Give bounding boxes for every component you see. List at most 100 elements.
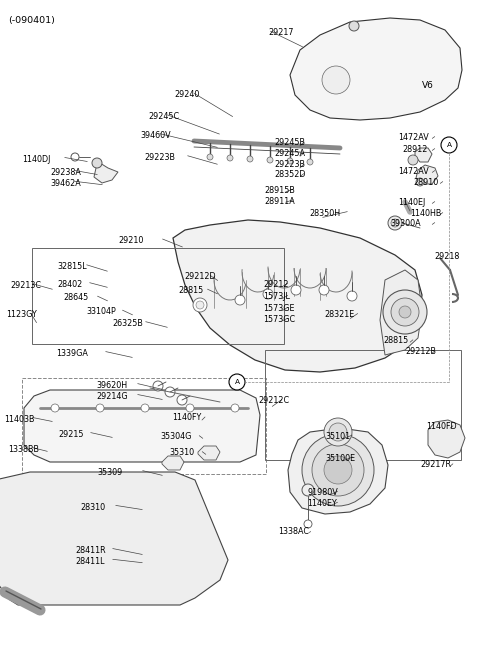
Circle shape: [263, 289, 273, 299]
Text: 28310: 28310: [80, 503, 105, 512]
Circle shape: [347, 291, 357, 301]
Text: 29212D: 29212D: [184, 272, 216, 281]
Circle shape: [319, 285, 329, 295]
Circle shape: [441, 137, 457, 153]
Ellipse shape: [369, 53, 387, 67]
Text: 33104P: 33104P: [86, 307, 116, 316]
Text: 29215: 29215: [58, 430, 84, 439]
Ellipse shape: [108, 405, 142, 445]
Circle shape: [196, 301, 204, 309]
Text: 1472AV: 1472AV: [398, 167, 429, 176]
Circle shape: [247, 156, 253, 162]
Text: 32815L: 32815L: [57, 262, 86, 271]
Polygon shape: [288, 428, 388, 514]
Ellipse shape: [153, 405, 187, 445]
Text: 35100E: 35100E: [325, 454, 355, 463]
FancyBboxPatch shape: [58, 400, 102, 452]
Ellipse shape: [411, 51, 429, 65]
Circle shape: [391, 298, 419, 326]
Text: 1140EY: 1140EY: [307, 499, 337, 508]
Ellipse shape: [53, 522, 83, 558]
Circle shape: [304, 520, 312, 528]
Text: 29214G: 29214G: [96, 392, 128, 401]
Circle shape: [324, 456, 352, 484]
Ellipse shape: [127, 505, 169, 555]
Circle shape: [302, 434, 374, 506]
Circle shape: [235, 295, 245, 305]
Circle shape: [391, 219, 399, 227]
Text: 28815: 28815: [178, 286, 203, 295]
Text: 28411L: 28411L: [75, 557, 105, 566]
Text: 1140HB: 1140HB: [410, 209, 442, 218]
Text: 29212: 29212: [263, 280, 288, 289]
Text: 28911A: 28911A: [264, 197, 295, 206]
Text: V6: V6: [422, 82, 434, 90]
Polygon shape: [173, 220, 422, 372]
Text: 35101: 35101: [325, 432, 350, 441]
Circle shape: [416, 178, 424, 186]
Polygon shape: [94, 163, 118, 183]
Circle shape: [207, 154, 213, 160]
Text: 29245A: 29245A: [274, 149, 305, 158]
Ellipse shape: [198, 405, 232, 445]
Text: 1472AV: 1472AV: [398, 133, 429, 142]
Polygon shape: [416, 165, 438, 184]
Text: 35309: 35309: [97, 468, 122, 477]
Circle shape: [227, 155, 233, 161]
Circle shape: [322, 66, 350, 94]
Circle shape: [186, 404, 194, 412]
Circle shape: [177, 395, 187, 405]
Text: 39462A: 39462A: [50, 179, 81, 188]
FancyBboxPatch shape: [103, 400, 147, 452]
Text: 39460V: 39460V: [140, 131, 170, 140]
Text: 29245B: 29245B: [274, 138, 305, 147]
Text: 26325B: 26325B: [112, 319, 143, 328]
Text: 29217: 29217: [268, 28, 293, 37]
Text: 1338AC: 1338AC: [278, 527, 309, 536]
Text: 1140EJ: 1140EJ: [398, 198, 425, 207]
Text: 35310: 35310: [169, 448, 194, 457]
Ellipse shape: [47, 515, 89, 565]
Polygon shape: [198, 446, 220, 460]
Circle shape: [51, 404, 59, 412]
Text: 29240: 29240: [174, 90, 199, 99]
Circle shape: [399, 306, 411, 318]
Circle shape: [291, 285, 301, 295]
Ellipse shape: [63, 405, 97, 445]
Circle shape: [383, 290, 427, 334]
Circle shape: [92, 158, 102, 168]
Text: A: A: [446, 142, 452, 148]
Circle shape: [267, 157, 273, 163]
Circle shape: [71, 153, 79, 161]
Circle shape: [165, 387, 175, 397]
Circle shape: [302, 484, 314, 496]
Circle shape: [229, 374, 245, 390]
Text: 28321E: 28321E: [324, 310, 354, 319]
Text: 29212B: 29212B: [405, 347, 436, 356]
Text: 1339GA: 1339GA: [56, 349, 88, 358]
Ellipse shape: [7, 520, 49, 570]
Text: 29238A: 29238A: [50, 168, 81, 177]
Text: 28352D: 28352D: [274, 170, 305, 179]
Text: 1123GY: 1123GY: [6, 310, 37, 319]
Text: A: A: [235, 379, 240, 385]
Polygon shape: [0, 472, 228, 605]
Circle shape: [408, 155, 418, 165]
Circle shape: [231, 404, 239, 412]
Text: 29245C: 29245C: [148, 112, 179, 121]
Text: 29213C: 29213C: [10, 281, 41, 290]
Polygon shape: [380, 270, 422, 355]
Text: 1140FD: 1140FD: [426, 422, 456, 431]
Text: 11403B: 11403B: [4, 415, 35, 424]
Ellipse shape: [167, 505, 209, 555]
Circle shape: [141, 404, 149, 412]
Text: 39620H: 39620H: [96, 381, 127, 390]
Polygon shape: [428, 420, 465, 458]
Ellipse shape: [173, 512, 203, 548]
Circle shape: [388, 216, 402, 230]
Circle shape: [153, 381, 163, 391]
Text: 39300A: 39300A: [390, 219, 420, 228]
Text: (-090401): (-090401): [8, 16, 55, 25]
Text: 28411R: 28411R: [75, 546, 106, 555]
Text: 29223B: 29223B: [274, 160, 305, 169]
